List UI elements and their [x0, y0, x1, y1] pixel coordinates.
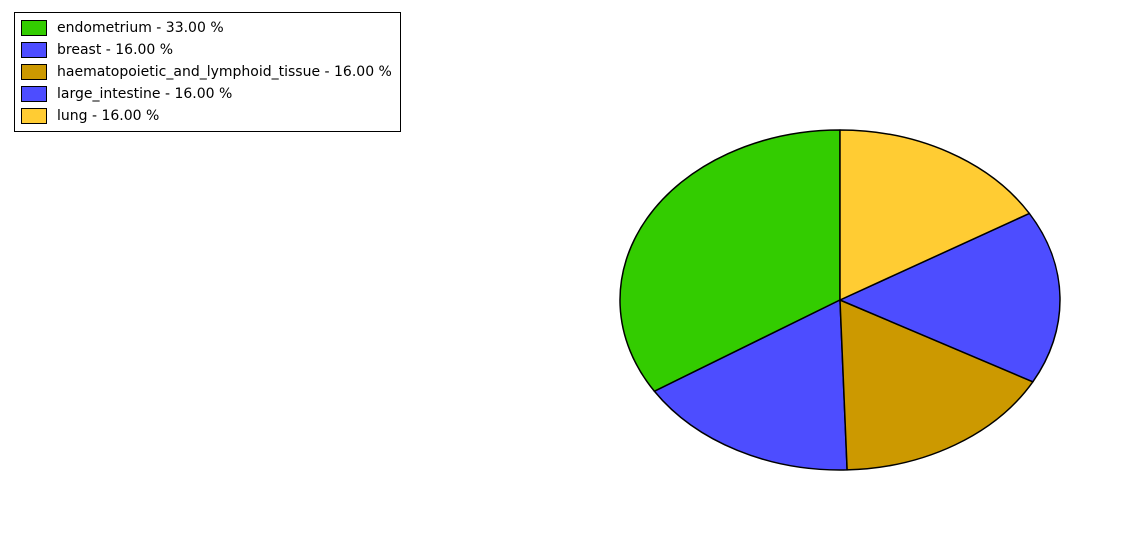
- legend-label: endometrium - 33.00 %: [57, 20, 224, 36]
- legend-swatch: [21, 42, 47, 58]
- legend-swatch: [21, 64, 47, 80]
- legend: endometrium - 33.00 % breast - 16.00 % h…: [14, 12, 401, 132]
- legend-swatch: [21, 86, 47, 102]
- legend-swatch: [21, 108, 47, 124]
- legend-item: breast - 16.00 %: [21, 39, 392, 61]
- legend-label: breast - 16.00 %: [57, 42, 173, 58]
- pie-svg: [616, 126, 1064, 474]
- legend-item: lung - 16.00 %: [21, 105, 392, 127]
- legend-item: endometrium - 33.00 %: [21, 17, 392, 39]
- legend-label: lung - 16.00 %: [57, 108, 159, 124]
- legend-label: haematopoietic_and_lymphoid_tissue - 16.…: [57, 64, 392, 80]
- legend-swatch: [21, 20, 47, 36]
- legend-item: haematopoietic_and_lymphoid_tissue - 16.…: [21, 61, 392, 83]
- pie-chart: [616, 126, 1064, 474]
- legend-label: large_intestine - 16.00 %: [57, 86, 232, 102]
- legend-item: large_intestine - 16.00 %: [21, 83, 392, 105]
